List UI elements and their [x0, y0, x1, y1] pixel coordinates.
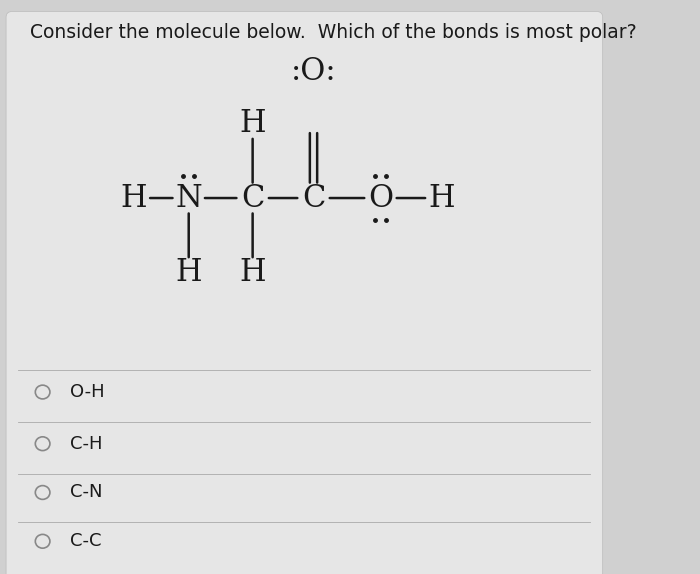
- Text: O-H: O-H: [70, 383, 104, 401]
- Text: :O:: :O:: [290, 56, 336, 87]
- Text: N: N: [175, 183, 202, 214]
- Text: O: O: [368, 183, 393, 214]
- Text: H: H: [120, 183, 147, 214]
- Text: H: H: [428, 183, 454, 214]
- Text: H: H: [239, 257, 266, 288]
- Text: H: H: [176, 257, 202, 288]
- Text: H: H: [239, 108, 266, 139]
- Text: C: C: [241, 183, 265, 214]
- Text: Consider the molecule below.  Which of the bonds is most polar?: Consider the molecule below. Which of th…: [30, 23, 637, 42]
- FancyBboxPatch shape: [6, 11, 603, 574]
- Text: C: C: [302, 183, 326, 214]
- Text: C-C: C-C: [70, 532, 101, 550]
- Text: C-N: C-N: [70, 483, 102, 502]
- Text: C-H: C-H: [70, 435, 102, 453]
